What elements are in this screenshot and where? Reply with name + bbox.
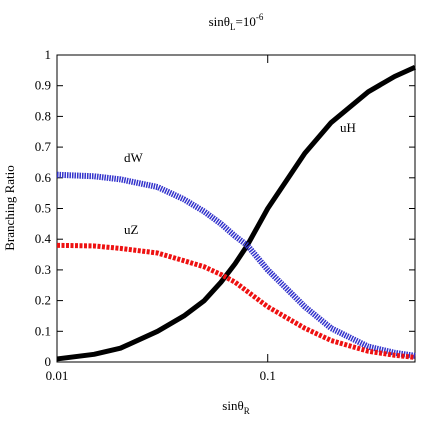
y-tick-label: 0.3: [35, 262, 51, 277]
y-tick-label: 0.6: [35, 170, 52, 185]
y-tick-label: 1: [45, 47, 52, 62]
x-label-base: sinθ: [222, 398, 243, 413]
y-axis-label: Branching Ratio: [2, 165, 17, 251]
y-tick-label: 0.4: [35, 231, 52, 246]
y-tick-label: 0.2: [35, 293, 51, 308]
title-sup: -6: [256, 12, 264, 22]
x-tick-label: 0.01: [46, 368, 69, 383]
chart-title: sinθL=10-6: [209, 12, 264, 32]
y-tick-label: 0.7: [35, 139, 52, 154]
series-label: dW: [124, 150, 144, 165]
series-line: [56, 65, 417, 362]
series-line: [56, 171, 416, 359]
title-base: sinθ: [209, 14, 230, 29]
title-sub: L: [230, 22, 236, 32]
y-tick-label: 0.8: [35, 108, 51, 123]
x-axis-label: sinθR: [222, 398, 249, 416]
y-tick-label: 0.1: [35, 323, 51, 338]
series-label: uH: [340, 120, 356, 135]
y-tick-label: 0: [45, 354, 52, 369]
series-label: uZ: [124, 222, 139, 237]
title-main: =10: [236, 14, 256, 29]
y-tick-label: 0.5: [35, 201, 51, 216]
y-tick-label: 0.9: [35, 78, 51, 93]
x-label-sub: R: [244, 406, 250, 416]
x-tick-label: 0.1: [260, 368, 276, 383]
plot-frame: [56, 54, 416, 363]
